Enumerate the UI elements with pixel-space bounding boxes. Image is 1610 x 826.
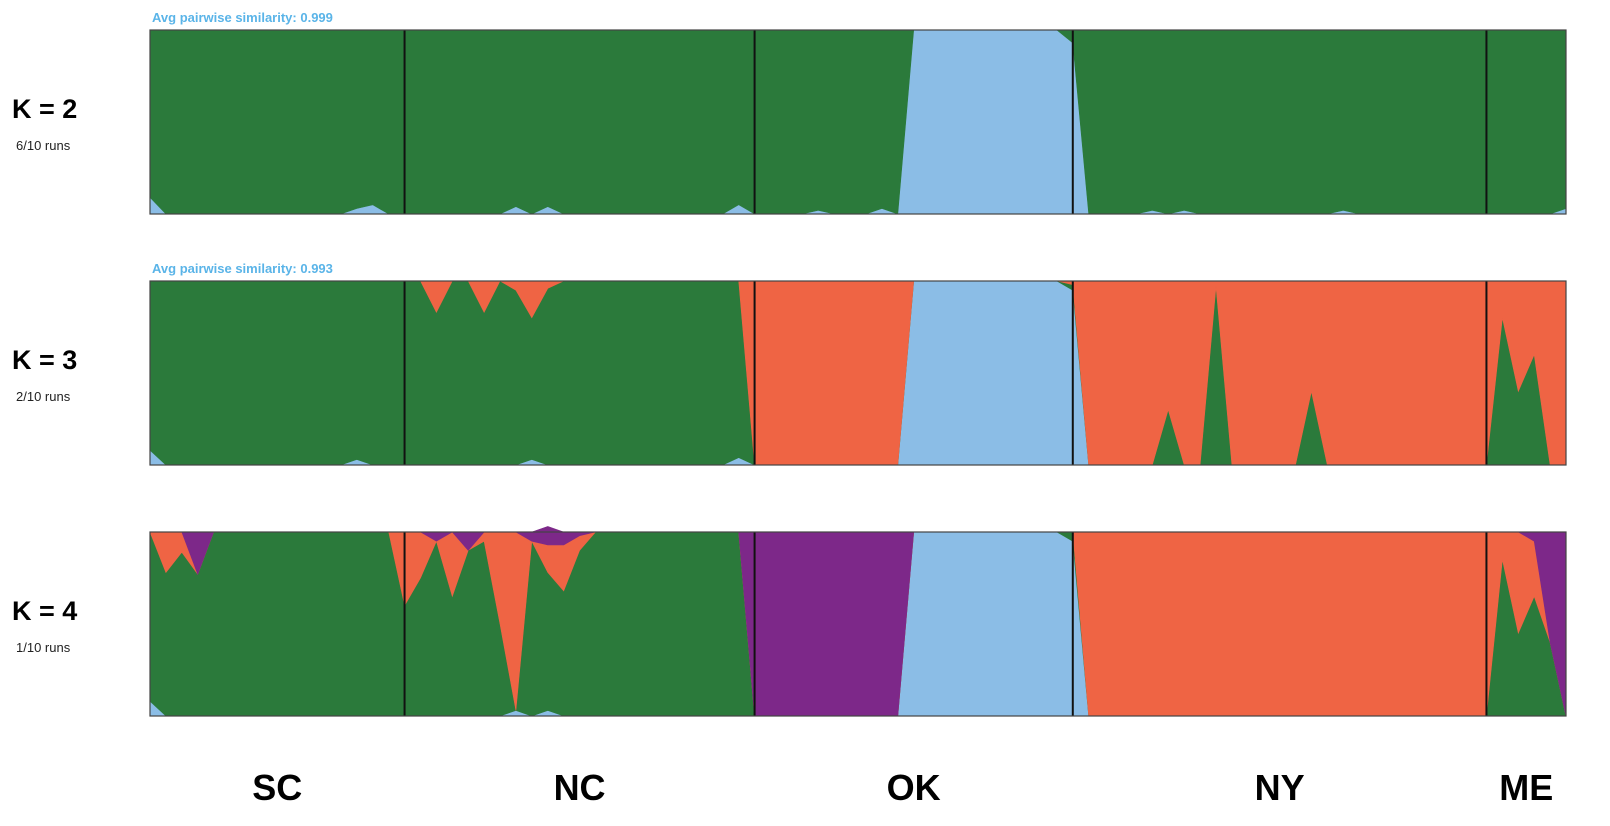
runs-label: 1/10 runs	[16, 640, 71, 655]
runs-label: 2/10 runs	[16, 389, 71, 404]
panel-frame	[149, 29, 1567, 215]
series-area-green	[149, 29, 1567, 215]
population-labels: SC NC OK NY ME	[252, 767, 1553, 808]
runs-label: 6/10 runs	[16, 138, 71, 153]
population-label-ok: OK	[887, 767, 941, 808]
panel-k4: K = 4 1/10 runs	[12, 526, 1567, 717]
similarity-label: Avg pairwise similarity: 0.993	[152, 261, 333, 276]
panel-k3: Avg pairwise similarity: 0.993 K = 3 2/10 …	[12, 261, 1567, 466]
population-label-ny: NY	[1255, 767, 1305, 808]
k-label: K = 4	[12, 596, 77, 626]
population-label-sc: SC	[252, 767, 302, 808]
panels-group: Avg pairwise similarity: 0.999 K = 2 6/10 …	[12, 10, 1567, 717]
k-label: K = 3	[12, 345, 77, 375]
k-label: K = 2	[12, 94, 77, 124]
population-label-me: ME	[1499, 767, 1553, 808]
similarity-label: Avg pairwise similarity: 0.999	[152, 10, 333, 25]
panel-frame	[149, 531, 1567, 717]
population-label-nc: NC	[554, 767, 606, 808]
panel-k2: Avg pairwise similarity: 0.999 K = 2 6/10 …	[12, 10, 1567, 215]
panel-frame	[149, 280, 1567, 466]
